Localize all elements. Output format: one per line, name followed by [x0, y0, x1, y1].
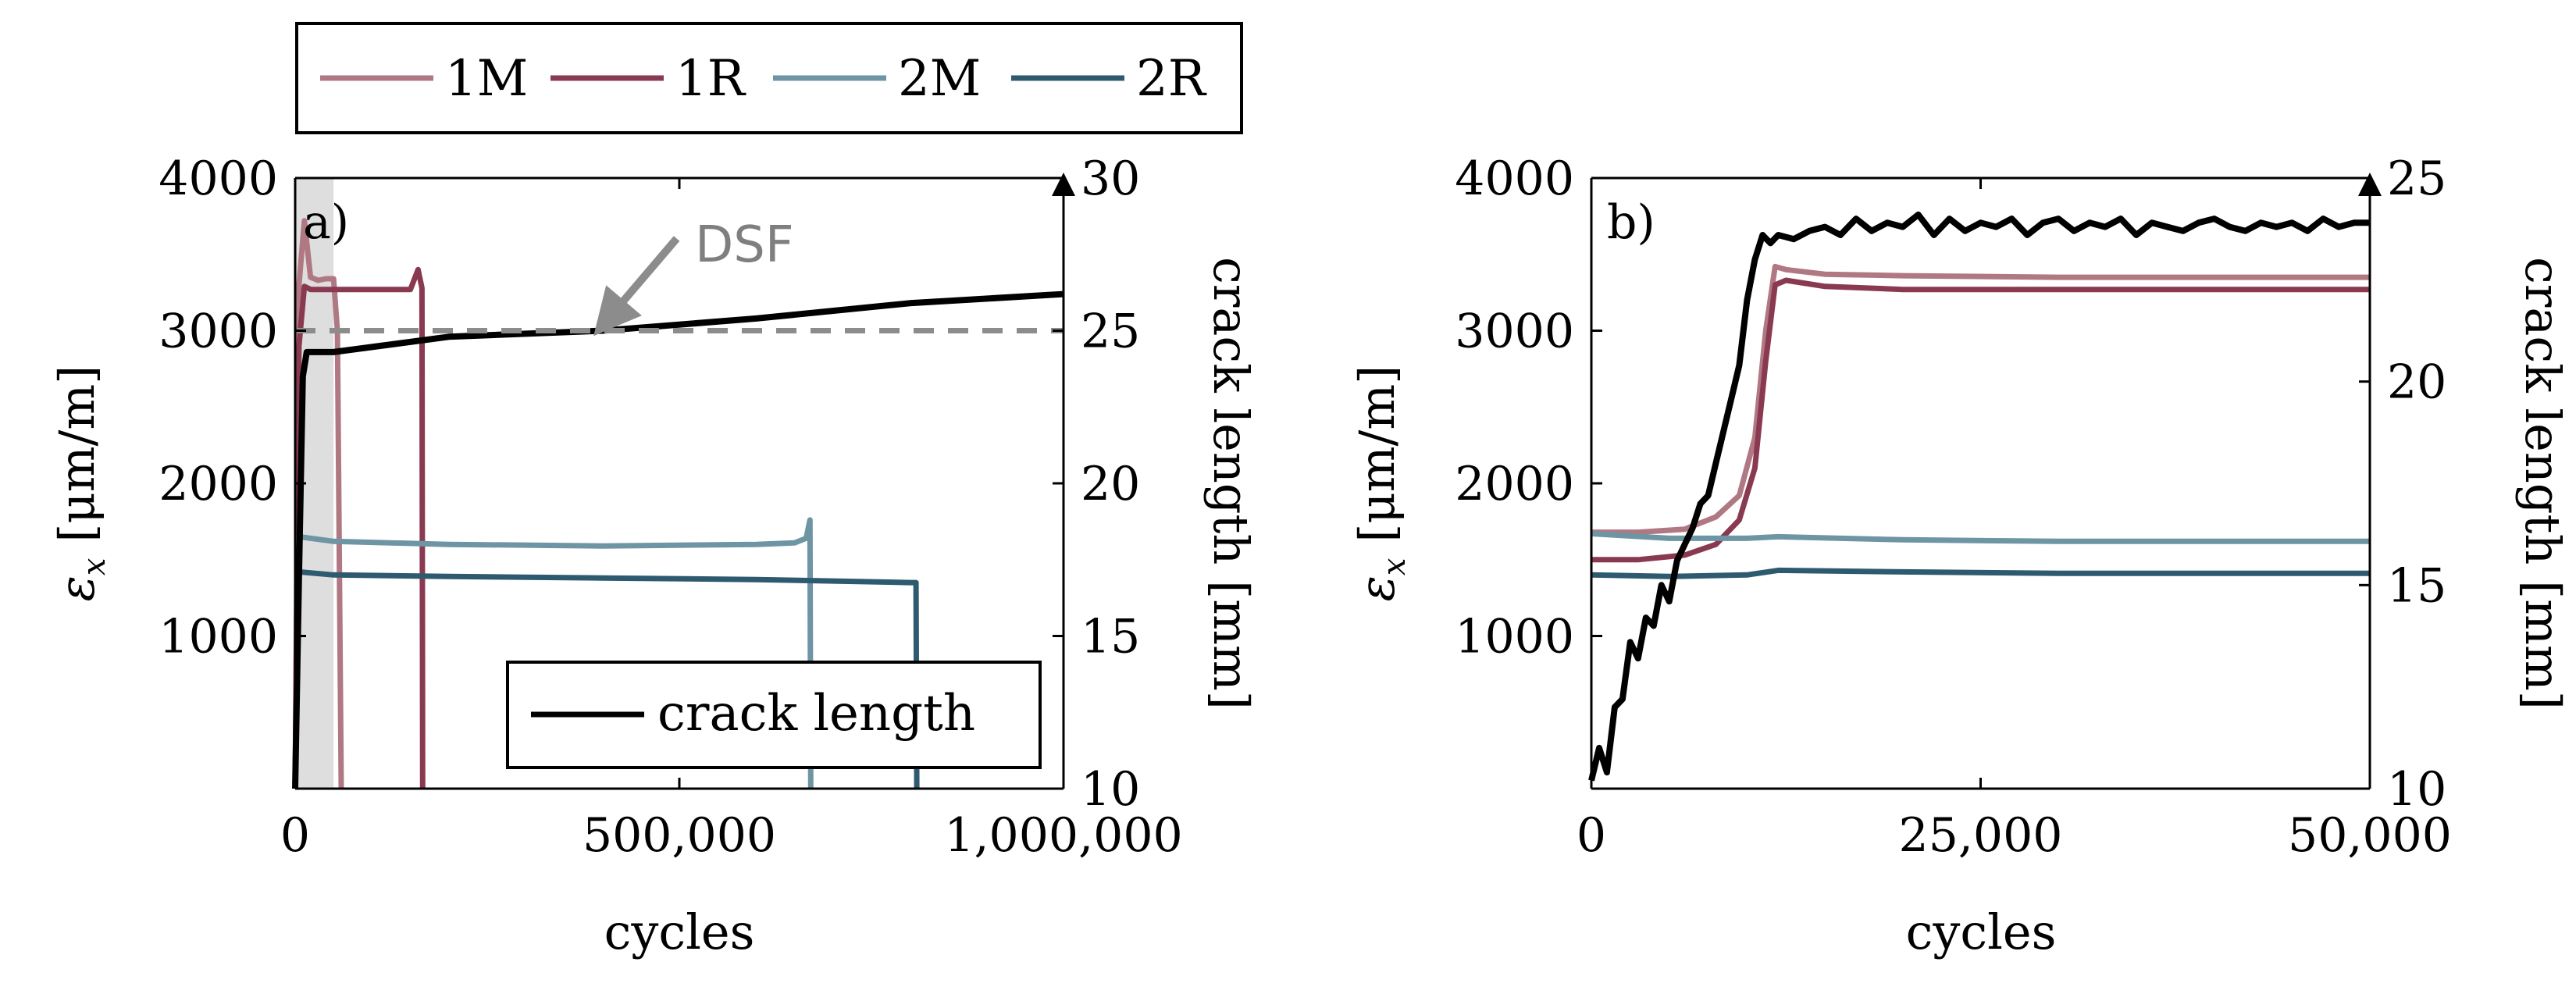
panel-b-ylabel-left: εx [μm/m] — [1349, 365, 1413, 602]
panel-a-inner-legend: crack length — [506, 661, 1042, 769]
panel-a-label: a) — [303, 195, 349, 250]
panel-b-ylabel-symbol: ε — [1349, 575, 1406, 601]
panel-a-y-right-tick-label: 25 — [1081, 305, 1140, 359]
panel-b-xlabel: cycles — [1906, 903, 2057, 960]
panel-a-series-crack-length — [292, 290, 1064, 789]
panel-b-y-right-tick-label: 15 — [2387, 558, 2446, 613]
panel-b-ylabel-right: crack length [mm] — [2514, 257, 2571, 710]
panel-a-ticks: 0 500,000 1,000,000 1000 2000 3000 4000 10 15 20 2… — [159, 151, 1182, 863]
panel-a-xlabel: cycles — [604, 903, 755, 960]
panel-b-ticks: 0 25,000 50,000 1000 2000 3000 4000 10 15 20 25 — [1455, 151, 2452, 863]
panel-a-series — [292, 218, 1064, 789]
legend-label-1M: 1M — [445, 50, 528, 108]
panel-b-label: b) — [1607, 195, 1655, 250]
panel-a-dsf-arrow — [593, 236, 680, 337]
panel-b-x-tick-label: 25,000 — [1899, 808, 2063, 863]
panel-a-ylabel-unit: [μm/m] — [48, 365, 105, 558]
legend-label-2M: 2M — [898, 50, 981, 108]
panel-b-y-right-tick-label: 20 — [2387, 355, 2446, 410]
panel-b-series-2m — [1591, 531, 2370, 544]
panel-a-series-1r — [292, 266, 426, 789]
panel-a-ylabel-left: εx [μm/m] — [48, 365, 112, 602]
panel-b-series — [1588, 211, 2370, 782]
panel-a-y-left-tick-label: 1000 — [159, 610, 278, 664]
panel-a: DSF 0 500,000 1,000,000 1000 2000 3000 4000 10 1… — [48, 151, 1259, 960]
legend-entry-1M: 1M — [320, 50, 528, 108]
panel-a-y-right-tick-label: 30 — [1081, 151, 1140, 206]
panel-a-ylabel-right: crack length [mm] — [1202, 257, 1259, 710]
panel-a-series-2r — [292, 568, 920, 789]
legend-label-1R: 1R — [675, 50, 746, 108]
panel-b-y-right-tick-label: 10 — [2387, 762, 2446, 817]
panel-a-y-left-tick-label: 3000 — [159, 305, 278, 359]
panel-a-x-tick-label: 0 — [280, 808, 310, 863]
legend-entry-1R: 1R — [550, 50, 746, 108]
panel-a-y-right-tick-label: 10 — [1081, 762, 1140, 817]
panel-b-y-left-tick-label: 3000 — [1455, 305, 1574, 359]
panel-a-series-1m — [292, 218, 344, 789]
panel-a-y-left-tick-label: 2000 — [159, 457, 278, 511]
panel-b-ylabel-subscript: x — [1377, 558, 1413, 576]
panel-b-y-left-tick-label: 1000 — [1455, 610, 1574, 664]
panel-b-y-right-tick-label: 25 — [2387, 151, 2446, 206]
inner-legend-label: crack length — [657, 685, 975, 743]
panel-a-x-tick-label: 500,000 — [583, 808, 776, 863]
panel-a-y-right-tick-label: 15 — [1081, 610, 1140, 664]
panel-b-y-left-tick-label: 2000 — [1455, 457, 1574, 511]
panel-a-ylabel-subscript: x — [77, 558, 112, 576]
panel-a-y-left-tick-label: 4000 — [159, 151, 278, 206]
legend-entry-2R: 2R — [1011, 50, 1207, 108]
panel-b-y-left-tick-label: 4000 — [1455, 151, 1574, 206]
panel-a-y-right-tick-label: 20 — [1081, 457, 1140, 511]
panel-b-series-1r — [1591, 277, 2370, 563]
panel-b-x-tick-label: 50,000 — [2288, 808, 2452, 863]
panel-b-ylabel-unit: [μm/m] — [1349, 365, 1406, 558]
top-legend: 1M 1R 2M 2R — [295, 22, 1243, 134]
panel-a-x-tick-label: 1,000,000 — [944, 808, 1182, 863]
panel-a-ylabel-symbol: ε — [48, 575, 105, 601]
panel-b: 0 25,000 50,000 1000 2000 3000 4000 10 15 20 25 b)… — [1349, 151, 2571, 960]
panel-b-series-2r — [1591, 567, 2370, 579]
panel-a-dsf-label: DSF — [695, 216, 794, 274]
panel-b-series-crack-length — [1588, 211, 2370, 782]
legend-label-2R: 2R — [1136, 50, 1207, 108]
legend-entry-2M: 2M — [773, 50, 981, 108]
panel-a-series-2m — [292, 517, 814, 789]
panel-b-x-tick-label: 0 — [1577, 808, 1606, 863]
